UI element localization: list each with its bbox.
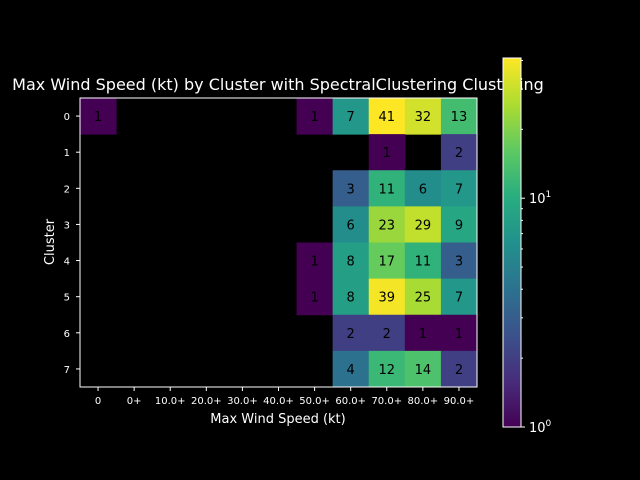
cell-value-label: 1 [310, 255, 318, 270]
heatmap-cell [368, 170, 406, 207]
heatmap-cell [404, 242, 442, 280]
y-axis-label: Cluster [43, 218, 58, 265]
heatmap-cell [368, 206, 406, 243]
x-tick-label: 0 [95, 396, 101, 407]
cell-value-label: 1 [383, 146, 391, 161]
heatmap-cell [296, 98, 334, 135]
cell-value-label: 13 [451, 110, 468, 125]
heatmap-cell [296, 278, 334, 316]
heatmap-cell [368, 134, 406, 171]
y-tick-label: 1 [64, 148, 70, 159]
heatmap-cell [332, 278, 370, 316]
cell-value-label: 23 [378, 218, 395, 233]
y-tick-label: 7 [64, 365, 70, 376]
y-tick-label: 2 [64, 184, 70, 195]
heatmap-cell [440, 206, 478, 243]
cell-value-label: 1 [419, 327, 427, 342]
cell-value-label: 1 [310, 291, 318, 306]
cell-value-label: 7 [347, 110, 355, 125]
x-tick-label: 30.0+ [227, 396, 258, 407]
cell-value-label: 12 [378, 363, 395, 378]
heatmap-cell [440, 242, 478, 280]
heatmap-cell [332, 314, 370, 352]
y-tick-label: 4 [64, 257, 70, 268]
cell-value-label: 11 [378, 182, 395, 197]
heatmap-cell [368, 98, 406, 135]
x-axis-ticks: 0 0+ 10.0+ 20.0+ 30.0+ 40.0+ 50.0+ 60.0+ 70.0+ 80… [95, 387, 474, 407]
x-axis-label: Max Wind Speed (kt) [210, 412, 345, 427]
cell-value-label: 8 [347, 255, 355, 270]
cell-value-label: 8 [347, 291, 355, 306]
cell-value-label: 3 [347, 182, 355, 197]
colorbar-ticks: 100 101 [521, 59, 552, 436]
heatmap-cell [404, 278, 442, 316]
x-tick-label: 50.0+ [299, 396, 330, 407]
cell-value-label: 3 [455, 255, 463, 270]
x-tick-label: 70.0+ [371, 396, 402, 407]
chart-title: Max Wind Speed (kt) by Cluster with Spec… [12, 75, 544, 94]
x-tick-label: 20.0+ [191, 396, 222, 407]
cell-value-label: 11 [415, 255, 432, 270]
colorbar-tick-label: 100 [529, 419, 552, 436]
cell-value-label: 2 [455, 146, 463, 161]
cell-value-label: 7 [455, 182, 463, 197]
heatmap-cell [404, 98, 442, 135]
heatmap-cell [404, 350, 442, 388]
heatmap-cell [440, 350, 478, 388]
cell-value-label: 1 [310, 110, 318, 125]
cell-value-label: 25 [415, 291, 432, 306]
cell-value-label: 2 [347, 327, 355, 342]
y-tick-label: 3 [64, 220, 70, 231]
cell-value-label: 6 [419, 182, 427, 197]
heatmap-cell [368, 242, 406, 280]
heatmap-cell [440, 314, 478, 352]
cell-value-label: 39 [378, 291, 395, 306]
x-tick-label: 60.0+ [335, 396, 366, 407]
heatmap-cell [440, 98, 478, 135]
heatmap-cell [332, 98, 370, 135]
colorbar: 100 101 [502, 57, 552, 436]
heatmap-cell [368, 350, 406, 388]
heatmap-cell [332, 206, 370, 243]
y-axis-ticks: 0 1 2 3 4 5 6 7 [64, 112, 80, 376]
heatmap-cell [80, 98, 117, 135]
heatmap-cell [368, 278, 406, 316]
x-tick-label: 0+ [127, 396, 142, 407]
heatmap-cells: 1 1 7 41 32 131 23 11 6 76 23 29 91 8 17 11 31 8 39 25 72 2 1 1… [80, 98, 478, 388]
heatmap-cell [440, 134, 478, 171]
cell-value-label: 6 [347, 218, 355, 233]
cell-value-label: 14 [415, 363, 432, 378]
cell-value-label: 2 [383, 327, 391, 342]
cell-value-label: 17 [378, 255, 395, 270]
heatmap-cell [404, 314, 442, 352]
heatmap-cell [404, 170, 442, 207]
colorbar-tick-label: 101 [529, 190, 551, 207]
y-tick-label: 6 [64, 329, 70, 340]
heatmap-cell [332, 350, 370, 388]
heatmap-cell [332, 242, 370, 280]
heatmap-cell [440, 278, 478, 316]
colorbar-gradient [502, 57, 522, 428]
cell-value-label: 2 [455, 363, 463, 378]
heatmap-cell [440, 170, 478, 207]
y-tick-label: 0 [64, 112, 70, 123]
y-tick-label: 5 [64, 293, 70, 304]
heatmap-cell [332, 170, 370, 207]
x-tick-label: 40.0+ [263, 396, 294, 407]
x-tick-label: 80.0+ [408, 396, 439, 407]
cell-value-label: 1 [94, 110, 102, 125]
cell-value-label: 1 [455, 327, 463, 342]
heatmap-cell [404, 206, 442, 243]
heatmap-cell [368, 314, 406, 352]
heatmap-cell [296, 242, 334, 280]
cell-value-label: 7 [455, 291, 463, 306]
x-tick-label: 90.0+ [444, 396, 475, 407]
cell-value-label: 4 [347, 363, 355, 378]
x-tick-label: 10.0+ [155, 396, 186, 407]
cell-value-label: 9 [455, 218, 463, 233]
cell-value-label: 29 [415, 218, 432, 233]
cell-value-label: 32 [415, 110, 432, 125]
cell-value-label: 41 [378, 110, 395, 125]
